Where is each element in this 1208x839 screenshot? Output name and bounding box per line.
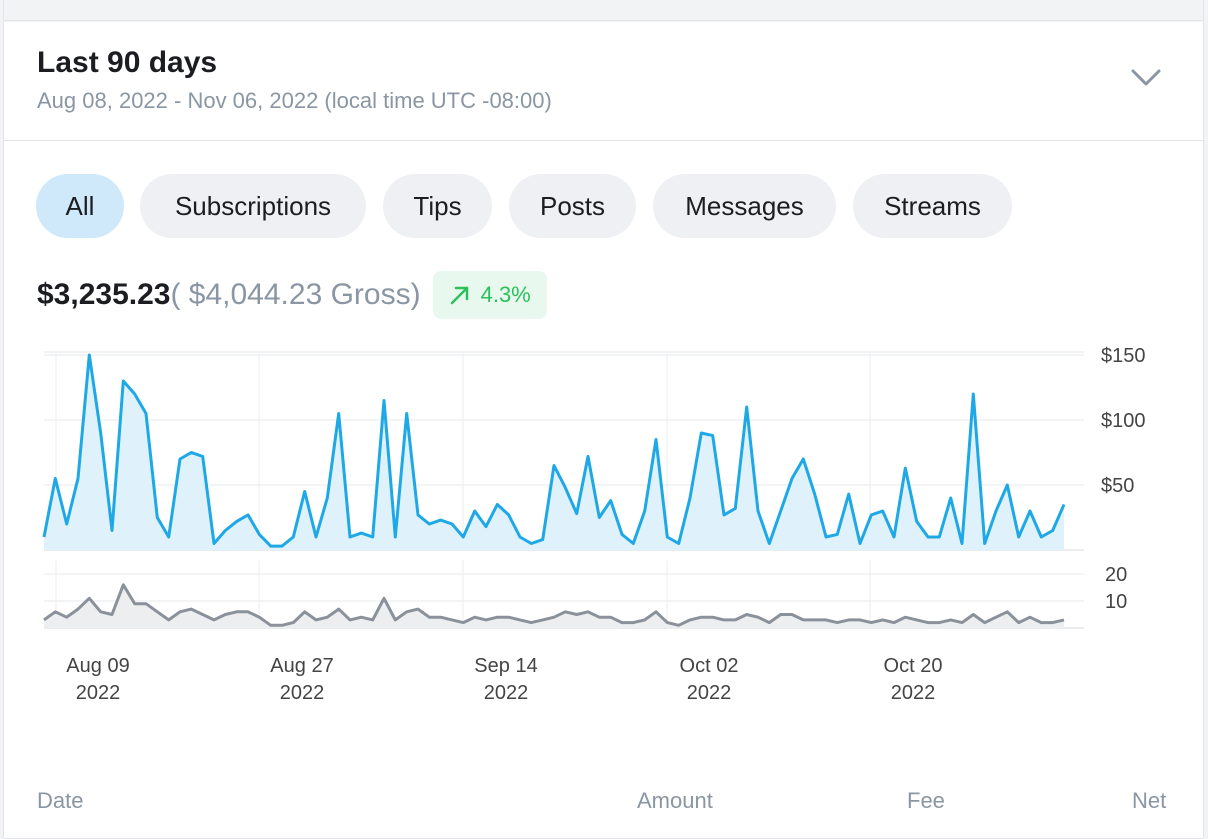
trend-badge: 4.3% (432, 271, 547, 319)
filter-tips[interactable]: Tips (383, 174, 492, 238)
y-tick-label: $100 (1101, 410, 1146, 432)
column-fee[interactable]: Fee (907, 788, 945, 813)
earnings-card: Last 90 days Aug 08, 2022 - Nov 06, 2022… (3, 22, 1204, 839)
net-line (42, 353, 1066, 548)
y-tick-label: 20 (1105, 564, 1127, 586)
x-tick-label: Aug 09 (66, 655, 129, 677)
period-range: Aug 08, 2022 - Nov 06, 2022 (local time … (37, 88, 552, 113)
column-date[interactable]: Date (37, 788, 84, 813)
x-tick-label: Oct 20 (884, 655, 943, 677)
filter-all[interactable]: All (36, 174, 124, 238)
earnings-chart: $150 $100 $50 20 10 Aug 09 2022 Aug 27 2022 Sep 1… (42, 345, 1146, 704)
gross-amount: ( $4,044.23 Gross) (170, 278, 421, 311)
net-area (44, 355, 1064, 550)
filter-posts[interactable]: Posts (509, 174, 636, 238)
net-amount: $3,235.23 (37, 278, 171, 311)
arrow-up-right-icon (450, 286, 468, 305)
period-selector[interactable]: Last 90 days Aug 08, 2022 - Nov 06, 2022… (4, 22, 1203, 141)
x-tick-year-label: 2022 (76, 682, 121, 704)
y-tick-label: $150 (1101, 345, 1146, 367)
transactions-table-header: Date Amount Fee Net (4, 788, 1203, 839)
x-tick-year-label: 2022 (891, 682, 936, 704)
column-net[interactable]: Net (1132, 788, 1167, 813)
count-area (44, 584, 1064, 628)
column-amount[interactable]: Amount (637, 788, 713, 813)
x-tick-label: Aug 27 (270, 655, 333, 677)
filter-streams[interactable]: Streams (853, 174, 1012, 238)
x-tick-year-label: 2022 (484, 682, 529, 704)
x-tick-year-label: 2022 (280, 682, 325, 704)
x-tick-label: Sep 14 (474, 655, 537, 677)
previous-card-edge (3, 0, 1204, 21)
y-tick-label: 10 (1105, 591, 1127, 613)
filter-subscriptions[interactable]: Subscriptions (140, 174, 366, 238)
trend-percent: 4.3% (480, 282, 531, 307)
y-tick-label: $50 (1101, 475, 1134, 497)
earnings-summary: $3,235.23 ( $4,044.23 Gross) 4.3% (37, 270, 547, 320)
x-tick-year-label: 2022 (687, 682, 732, 704)
filter-messages[interactable]: Messages (653, 174, 836, 238)
period-title: Last 90 days (37, 46, 218, 79)
count-line (43, 583, 1065, 627)
x-tick-label: Oct 02 (680, 655, 739, 677)
chevron-down-icon[interactable] (1130, 66, 1162, 90)
